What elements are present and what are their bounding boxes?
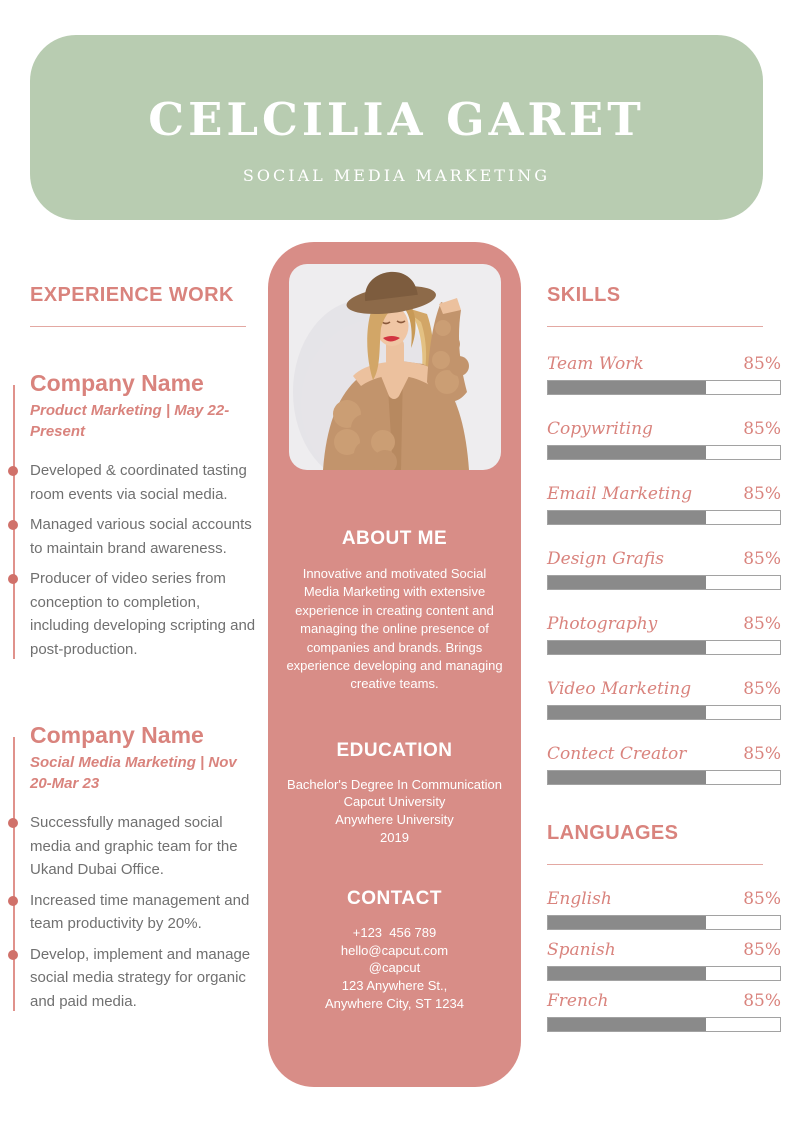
language-percent: 85% xyxy=(743,940,781,960)
person-name: CELCILIA GARET xyxy=(148,93,645,146)
job-bullet: Producer of video series from conception… xyxy=(8,567,262,661)
job-bullet: Developed & coordinated tasting room eve… xyxy=(8,459,262,506)
portrait-photo xyxy=(288,264,501,470)
skills-column: SKILLS Team Work 85% Copywriting 85% Ema… xyxy=(547,284,781,1042)
education-line: Capcut University xyxy=(343,794,446,810)
skill-label: Video Marketing xyxy=(547,679,692,699)
profile-panel: ABOUT ME Innovative and motivated Social… xyxy=(268,242,521,1087)
job-bullet-list: Developed & coordinated tasting room eve… xyxy=(8,459,262,661)
skills-title: SKILLS xyxy=(547,284,621,306)
skill-item: Team Work 85% xyxy=(547,354,781,395)
contact-handle: @capcut xyxy=(368,960,421,976)
job-entry-2: Company Name Social Media Marketing | No… xyxy=(8,721,262,1014)
education-line: Bachelor's Degree In Communication xyxy=(287,776,502,792)
skill-bar xyxy=(547,770,781,785)
skill-item: Email Marketing 85% xyxy=(547,484,781,525)
language-bar-fill xyxy=(548,1018,706,1031)
skill-bar-fill xyxy=(548,446,706,459)
skill-item: Video Marketing 85% xyxy=(547,679,781,720)
skill-bar xyxy=(547,640,781,655)
language-item: English 85% xyxy=(547,889,781,930)
skill-label: Design Grafis xyxy=(547,549,664,569)
experience-divider xyxy=(30,326,246,327)
skill-percent: 85% xyxy=(743,744,781,764)
skill-percent: 85% xyxy=(743,679,781,699)
skill-label: Copywriting xyxy=(547,419,653,439)
contact-title: CONTACT xyxy=(347,888,442,910)
skill-percent: 85% xyxy=(743,354,781,374)
language-bar-fill xyxy=(548,967,706,980)
company-name: Company Name xyxy=(30,722,204,748)
skill-item: Copywriting 85% xyxy=(547,419,781,460)
language-item: French 85% xyxy=(547,991,781,1032)
language-bar xyxy=(547,1017,781,1032)
skill-bar xyxy=(547,510,781,525)
language-percent: 85% xyxy=(743,889,781,909)
contact-email: hello@capcut.com xyxy=(340,942,449,958)
skill-bar xyxy=(547,575,781,590)
language-percent: 85% xyxy=(743,991,781,1011)
person-role: SOCIAL MEDIA MARKETING xyxy=(242,166,551,185)
education-line: 2019 xyxy=(380,829,409,845)
skill-bar-fill xyxy=(548,641,706,654)
skill-percent: 85% xyxy=(743,614,781,634)
skill-bar-fill xyxy=(548,771,706,784)
experience-column: EXPERIENCE WORK Company Name Product Mar… xyxy=(8,284,262,1020)
skill-item: Photography 85% xyxy=(547,614,781,655)
skill-label: Contect Creator xyxy=(547,744,687,764)
job-meta: Product Marketing | May 22-Present xyxy=(30,402,230,440)
skill-percent: 85% xyxy=(743,419,781,439)
contact-phone: +123 456 789 xyxy=(352,925,437,941)
skill-bar-fill xyxy=(548,576,706,589)
company-name: Company Name xyxy=(30,370,204,396)
language-label: English xyxy=(547,889,612,909)
skill-label: Email Marketing xyxy=(547,484,693,504)
language-label: Spanish xyxy=(547,940,616,960)
skill-item: Design Grafis 85% xyxy=(547,549,781,590)
language-label: French xyxy=(547,991,609,1011)
skill-bar xyxy=(547,445,781,460)
job-bullet: Develop, implement and manage social med… xyxy=(8,943,262,1014)
job-bullet: Managed various social accounts to maint… xyxy=(8,513,262,560)
language-bar-fill xyxy=(548,916,706,929)
about-text: Innovative and motivated Social Media Ma… xyxy=(286,566,503,692)
skill-label: Team Work xyxy=(547,354,644,374)
job-bullet-list: Successfully managed social media and gr… xyxy=(8,811,262,1014)
skill-bar-fill xyxy=(548,706,706,719)
skills-divider xyxy=(547,326,763,327)
contact-address-line2: Anywhere City, ST 1234 xyxy=(325,995,464,1011)
timeline-line xyxy=(13,737,15,1011)
job-entry-1: Company Name Product Marketing | May 22-… xyxy=(8,369,262,661)
education-lines: Bachelor's Degree In Communication Capcu… xyxy=(268,776,521,846)
skill-percent: 85% xyxy=(743,484,781,504)
skill-bar-fill xyxy=(548,511,706,524)
job-bullet: Increased time management and team produ… xyxy=(8,889,262,936)
education-line: Anywhere University xyxy=(335,812,454,828)
languages-list: English 85% Spanish 85% French 85% xyxy=(547,889,781,1032)
language-bar xyxy=(547,915,781,930)
skill-item: Contect Creator 85% xyxy=(547,744,781,785)
contact-lines: +123 456 789 hello@capcut.com @capcut 12… xyxy=(268,924,521,1012)
skill-bar xyxy=(547,705,781,720)
skill-bar xyxy=(547,380,781,395)
skill-percent: 85% xyxy=(743,549,781,569)
skills-list: Team Work 85% Copywriting 85% Email Mark… xyxy=(547,354,781,785)
language-item: Spanish 85% xyxy=(547,940,781,981)
language-bar xyxy=(547,966,781,981)
contact-address-line1: 123 Anywhere St., xyxy=(341,978,448,993)
experience-title: EXPERIENCE WORK xyxy=(30,284,234,306)
languages-title: LANGUAGES xyxy=(547,822,679,844)
skill-label: Photography xyxy=(547,614,658,634)
header-banner: CELCILIA GARET SOCIAL MEDIA MARKETING xyxy=(30,35,763,220)
job-meta: Social Media Marketing | Nov 20-Mar 23 xyxy=(30,754,237,792)
education-title: EDUCATION xyxy=(336,739,453,761)
languages-divider xyxy=(547,864,763,865)
about-title: ABOUT ME xyxy=(341,528,448,549)
job-bullet: Successfully managed social media and gr… xyxy=(8,811,262,882)
skill-bar-fill xyxy=(548,381,706,394)
